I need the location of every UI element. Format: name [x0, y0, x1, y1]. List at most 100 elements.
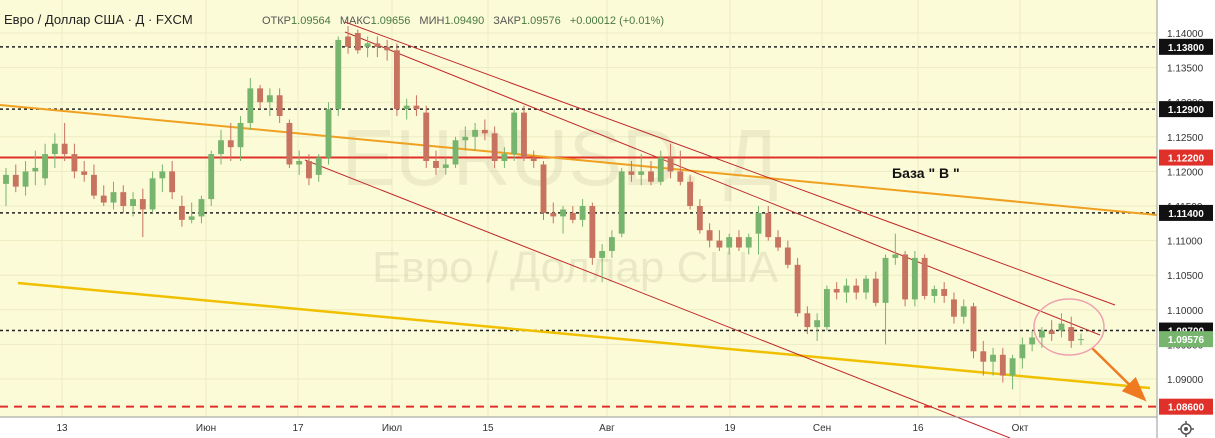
- candle[interactable]: [657, 150, 664, 186]
- candle[interactable]: [667, 143, 674, 179]
- candle[interactable]: [257, 84, 264, 110]
- candle[interactable]: [931, 285, 938, 303]
- highlight-circle[interactable]: [1033, 298, 1105, 356]
- candle[interactable]: [902, 250, 909, 307]
- candle[interactable]: [560, 206, 566, 234]
- candle[interactable]: [32, 150, 39, 186]
- candle[interactable]: [921, 254, 928, 300]
- candle[interactable]: [403, 98, 410, 120]
- candle[interactable]: [1009, 354, 1016, 390]
- candle[interactable]: [61, 122, 68, 162]
- candle[interactable]: [354, 29, 361, 54]
- candle[interactable]: [100, 185, 107, 206]
- candle[interactable]: [442, 157, 449, 175]
- candle[interactable]: [306, 154, 312, 186]
- yellow-trendline[interactable]: [17, 281, 1151, 390]
- candle[interactable]: [1038, 327, 1045, 348]
- candle[interactable]: [569, 206, 576, 224]
- time-axis[interactable]: 13 Июн 17 Июл 15 Авг 19 Сен 16 Окт: [0, 416, 1157, 434]
- candle[interactable]: [990, 347, 996, 376]
- candle[interactable]: [540, 161, 547, 220]
- candle[interactable]: [521, 105, 527, 162]
- candle[interactable]: [413, 95, 420, 117]
- candle[interactable]: [345, 26, 351, 54]
- candle[interactable]: [472, 122, 479, 151]
- candle[interactable]: [110, 181, 117, 210]
- candle[interactable]: [139, 188, 146, 238]
- candle[interactable]: [276, 88, 283, 123]
- candle[interactable]: [169, 161, 176, 200]
- candle[interactable]: [941, 282, 948, 303]
- candle[interactable]: [843, 278, 850, 303]
- candle[interactable]: [266, 88, 273, 117]
- candle[interactable]: [335, 36, 342, 117]
- candle[interactable]: [130, 192, 136, 217]
- candle[interactable]: [794, 257, 801, 317]
- candle[interactable]: [814, 313, 821, 341]
- candle[interactable]: [696, 199, 703, 234]
- candle[interactable]: [511, 109, 518, 162]
- candle[interactable]: [393, 43, 400, 117]
- candle[interactable]: [775, 230, 781, 251]
- candle[interactable]: [960, 299, 967, 324]
- candle[interactable]: [745, 233, 752, 255]
- candle[interactable]: [149, 171, 156, 213]
- candle[interactable]: [22, 161, 29, 196]
- base-annotation[interactable]: База " В ": [892, 165, 960, 181]
- candle[interactable]: [618, 167, 625, 238]
- candle[interactable]: [42, 143, 49, 186]
- candle[interactable]: [726, 233, 733, 255]
- channel-upper-line-1[interactable]: [344, 21, 1116, 306]
- candle[interactable]: [980, 340, 987, 376]
- orange-trendline[interactable]: [0, 104, 1158, 216]
- candle[interactable]: [677, 150, 684, 186]
- candle[interactable]: [648, 161, 654, 186]
- candle[interactable]: [218, 129, 224, 165]
- candle[interactable]: [1019, 337, 1026, 369]
- candle[interactable]: [1078, 333, 1084, 346]
- candle[interactable]: [951, 292, 957, 324]
- candle[interactable]: [970, 302, 977, 359]
- candle[interactable]: [462, 126, 469, 151]
- candle[interactable]: [296, 150, 303, 175]
- candle[interactable]: [491, 126, 498, 168]
- candle[interactable]: [120, 185, 127, 213]
- candle[interactable]: [237, 116, 244, 162]
- candle[interactable]: [892, 233, 899, 265]
- candle[interactable]: [530, 150, 537, 168]
- candle[interactable]: [51, 133, 58, 168]
- candle[interactable]: [804, 306, 811, 335]
- price-axis[interactable]: 1.140001.135001.130001.125001.120001.115…: [1156, 0, 1215, 438]
- candle[interactable]: [159, 164, 166, 193]
- candle[interactable]: [452, 136, 459, 168]
- candle[interactable]: [198, 195, 205, 224]
- candle[interactable]: [433, 150, 439, 175]
- candle[interactable]: [608, 230, 615, 258]
- candle[interactable]: [755, 206, 762, 255]
- candle[interactable]: [736, 230, 742, 251]
- candle[interactable]: [481, 119, 488, 141]
- candle[interactable]: [1029, 330, 1036, 352]
- candle[interactable]: [882, 254, 889, 345]
- candle[interactable]: [628, 161, 635, 182]
- forecast-arrow[interactable]: [1091, 347, 1147, 402]
- candle[interactable]: [374, 36, 381, 58]
- candle[interactable]: [325, 102, 332, 165]
- candle[interactable]: [1048, 320, 1055, 341]
- candle[interactable]: [315, 154, 322, 182]
- settings-gear-icon[interactable]: [1178, 421, 1194, 437]
- candle[interactable]: [579, 199, 586, 227]
- candle[interactable]: [178, 195, 185, 227]
- candle[interactable]: [872, 271, 879, 307]
- candle[interactable]: [999, 347, 1006, 383]
- candle[interactable]: [81, 161, 88, 182]
- candle[interactable]: [638, 154, 645, 186]
- channel-lower-line[interactable]: [304, 159, 1011, 438]
- candle[interactable]: [911, 250, 918, 307]
- candle[interactable]: [384, 39, 391, 61]
- candle[interactable]: [12, 164, 19, 193]
- candle[interactable]: [863, 275, 869, 300]
- candle[interactable]: [208, 150, 215, 206]
- candle[interactable]: [1058, 313, 1065, 338]
- candle[interactable]: [423, 105, 430, 168]
